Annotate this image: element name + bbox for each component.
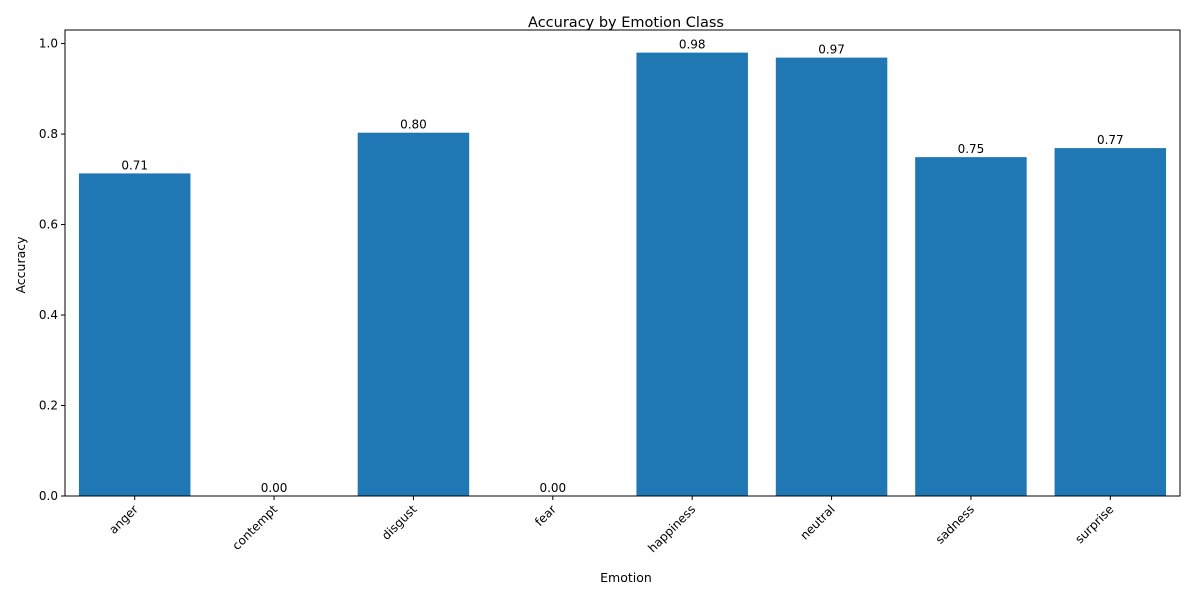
data-label-anger: 0.71 (121, 158, 148, 172)
y-tick-label: 0.4 (39, 308, 58, 322)
y-tick-label: 1.0 (39, 37, 58, 51)
data-label-disgust: 0.80 (400, 118, 427, 132)
data-label-neutral: 0.97 (818, 43, 845, 57)
y-tick-label: 0.6 (39, 218, 58, 232)
bar-neutral (775, 57, 888, 496)
data-label-happiness: 0.98 (679, 38, 706, 52)
chart-title: Accuracy by Emotion Class (528, 15, 724, 31)
plot-frame (64, 29, 1181, 497)
x-tick-label: surprise (1072, 502, 1116, 546)
x-tick-label: disgust (379, 502, 420, 543)
bar-happiness (636, 52, 748, 497)
x-tick-label: happiness (645, 502, 698, 555)
data-label-surprise: 0.77 (1097, 133, 1124, 147)
bar-sadness (915, 157, 1027, 496)
x-tick-label: sadness (933, 502, 977, 546)
data-label-contempt: 0.00 (261, 481, 288, 495)
x-tick-label: fear (532, 502, 559, 529)
y-axis-label: Accuracy (13, 236, 28, 294)
x-axis-label: Emotion (600, 570, 652, 585)
y-tick-label: 0.2 (39, 399, 58, 413)
plot-area: 0.71 0.00 0.80 0.00 0.98 0.97 0.75 0.77 0.0 0.2 0.… (39, 29, 1181, 555)
bar-disgust (357, 132, 470, 496)
x-tick-label: anger (106, 502, 141, 537)
data-label-sadness: 0.75 (958, 142, 985, 156)
x-tick-label: contempt (230, 502, 281, 553)
bar-surprise (1054, 148, 1167, 496)
x-tick-label: neutral (797, 502, 837, 542)
y-tick-label: 0.0 (39, 489, 58, 503)
data-label-fear: 0.00 (539, 481, 566, 495)
bar-anger (78, 173, 191, 497)
y-tick-label: 0.8 (39, 127, 58, 141)
